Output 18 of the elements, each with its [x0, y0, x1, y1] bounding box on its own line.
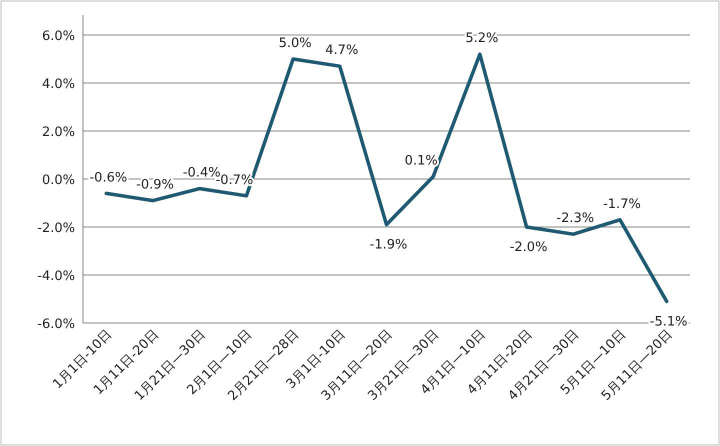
- data-label: 5.0%: [278, 36, 312, 51]
- y-tick-label: 6.0%: [42, 29, 75, 44]
- data-label: -1.7%: [603, 196, 641, 212]
- y-tick-label: 2.0%: [42, 125, 75, 140]
- y-tick-label: 4.0%: [42, 77, 75, 92]
- data-label: -0.9%: [136, 178, 174, 193]
- y-tick-label: -4.0%: [37, 269, 75, 284]
- data-label: -0.6%: [89, 170, 128, 186]
- y-tick-label: -2.0%: [37, 221, 75, 236]
- data-label: -5.1%: [650, 314, 688, 330]
- data-label: 0.1%: [404, 154, 438, 169]
- data-label: -1.9%: [370, 238, 408, 253]
- y-tick-label: 0.0%: [42, 173, 75, 188]
- data-label: 4.7%: [325, 43, 358, 58]
- data-label: -2.0%: [510, 240, 548, 255]
- data-label: 5.2%: [465, 31, 498, 46]
- data-label: -2.3%: [556, 211, 594, 226]
- y-tick-label: -6.0%: [37, 317, 75, 332]
